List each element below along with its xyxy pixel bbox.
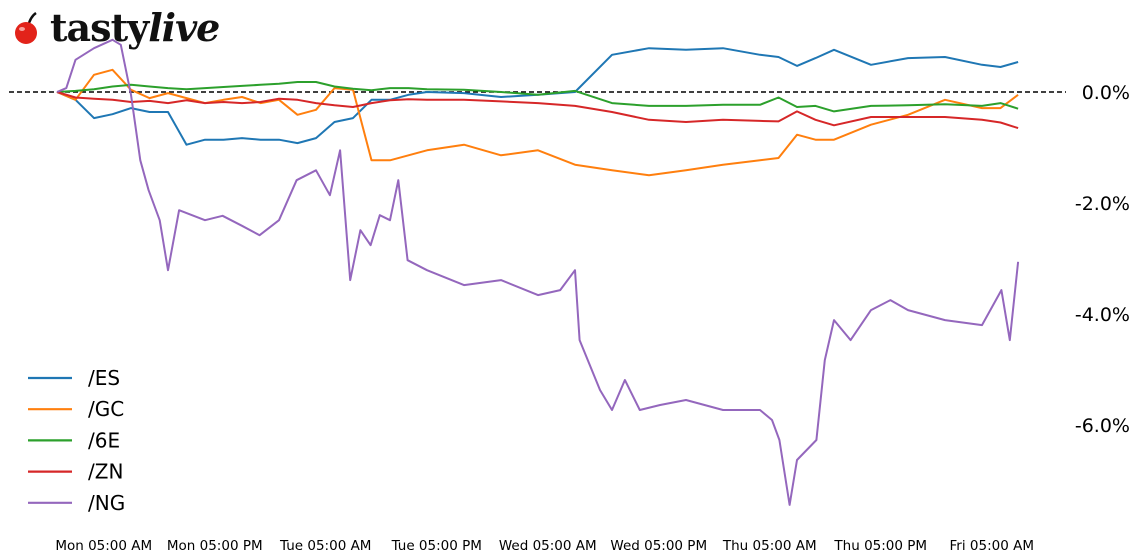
legend: /ES/GC/6E/ZN/NG (28, 366, 125, 515)
x-tick-label: Thu 05:00 AM (722, 538, 817, 554)
y-tick-label: -6.0% (1075, 415, 1130, 437)
legend-label: /ZN (88, 460, 123, 484)
tastylive-logo: tastylive (12, 5, 220, 50)
legend-label: /6E (88, 428, 120, 452)
series-line-ng (56, 38, 1020, 506)
legend-label: /ES (88, 366, 120, 390)
legend-label: /GC (88, 397, 124, 421)
logo-text: tastylive (50, 5, 220, 50)
series-line-zn (56, 91, 1019, 130)
x-tick-label: Wed 05:00 AM (499, 538, 597, 554)
logo-text-tasty: tasty (50, 5, 149, 50)
x-tick-label: Mon 05:00 PM (167, 538, 263, 554)
y-tick-label: -4.0% (1075, 304, 1130, 326)
x-tick-label: Thu 05:00 PM (833, 538, 927, 554)
x-tick-label: Wed 05:00 PM (610, 538, 707, 554)
y-tick-label: 0.0% (1082, 82, 1130, 104)
series-line-es (56, 47, 1019, 146)
cherry-icon (15, 11, 37, 44)
legend-label: /NG (88, 491, 125, 515)
x-tick-label: Mon 05:00 AM (55, 538, 152, 554)
series-line-gc (56, 68, 1019, 177)
x-tick-label: Fri 05:00 AM (950, 538, 1034, 554)
logo-text-live: live (148, 5, 220, 50)
x-tick-label: Tue 05:00 PM (391, 538, 482, 554)
y-tick-label: -2.0% (1075, 193, 1130, 215)
x-tick-label: Tue 05:00 AM (279, 538, 371, 554)
series-line-6e (56, 81, 1019, 113)
